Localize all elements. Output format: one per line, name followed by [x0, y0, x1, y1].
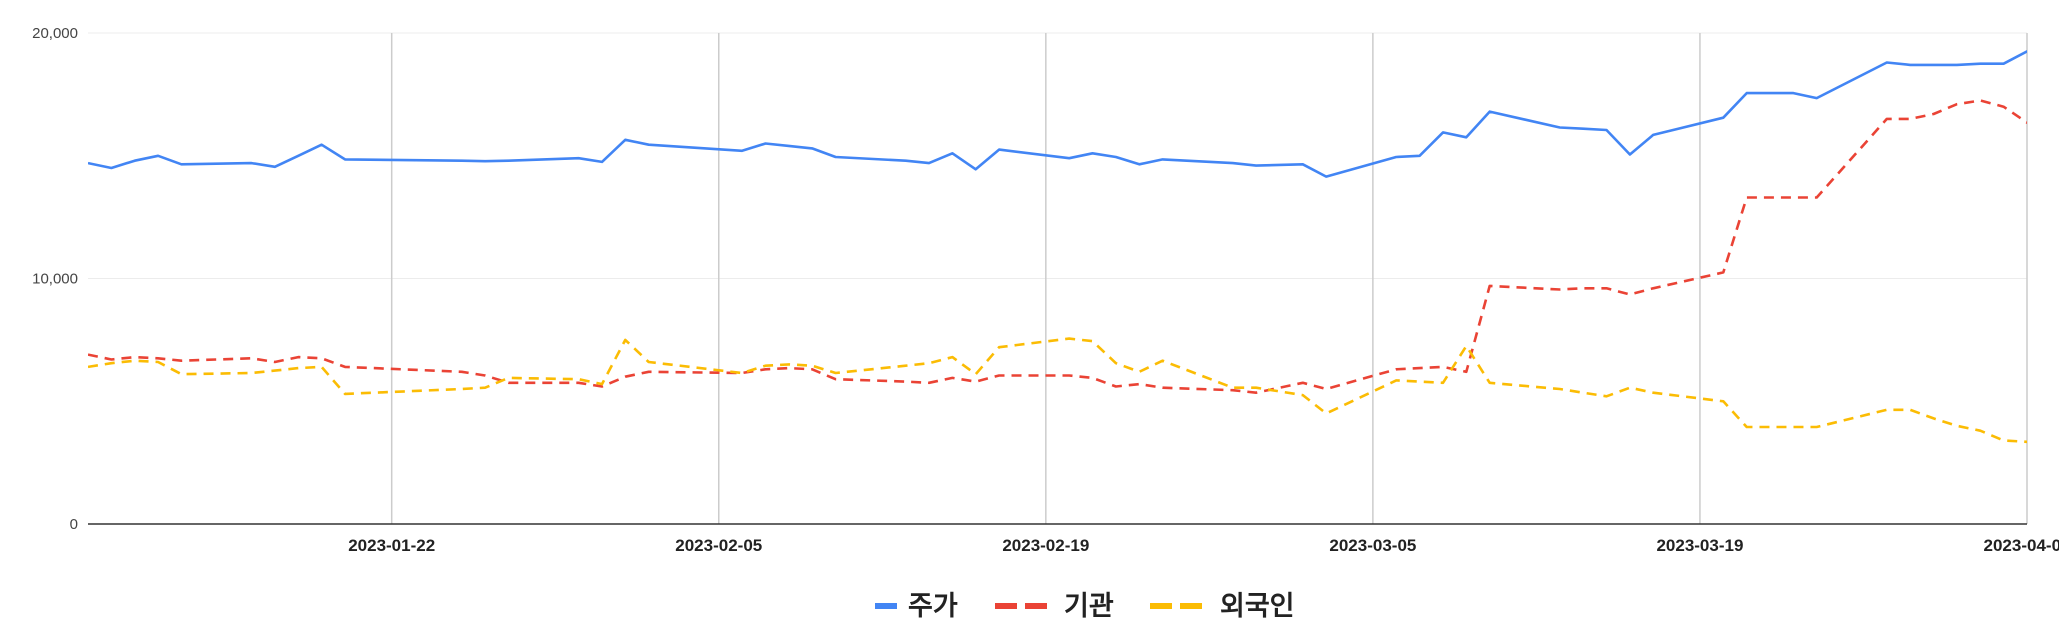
series-line-2 [88, 99, 2027, 395]
legend-swatch [875, 603, 897, 609]
x-tick-label: 2023-01-22 [348, 536, 435, 555]
y-tick-label: 0 [70, 516, 78, 533]
x-tick-label: 2023-04-02 [1984, 536, 2059, 555]
y-tick-label: 20,000 [32, 25, 78, 42]
legend-swatch [1025, 603, 1047, 609]
legend-item-2: 기관 [995, 591, 1114, 622]
y-axis: 0 10,000 20,000 [32, 25, 78, 533]
x-axis: 2023-01-22 2023-02-05 2023-02-19 2023-03-05… [88, 523, 2059, 555]
x-tick-label: 2023-02-05 [675, 536, 762, 555]
y-tick-label: 10,000 [32, 271, 78, 288]
legend-swatch [995, 603, 1017, 609]
grid-lines [88, 32, 2028, 524]
legend-label: 주가 [908, 591, 958, 622]
x-tick-label: 2023-03-05 [1329, 536, 1416, 555]
legend-item-1: 주가 [875, 591, 958, 622]
x-tick-label: 2023-02-19 [1002, 536, 1089, 555]
legend: 주가 기관 외국인 [875, 591, 1295, 622]
legend-item-3: 외국인 [1150, 591, 1295, 622]
series-layer [88, 50, 2027, 444]
series-line-1 [88, 50, 2027, 178]
legend-swatch [1180, 603, 1202, 609]
legend-label: 외국인 [1220, 591, 1295, 622]
legend-swatch [1150, 603, 1172, 609]
x-tick-label: 2023-03-19 [1656, 536, 1743, 555]
legend-label: 기관 [1064, 591, 1114, 622]
series-line-3 [88, 337, 2027, 444]
